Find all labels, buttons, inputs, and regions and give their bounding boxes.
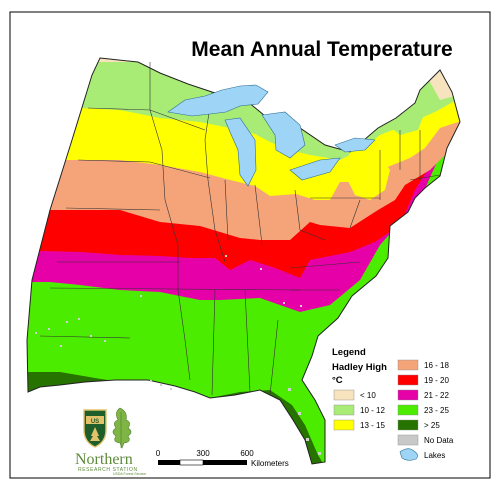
- legend-swatch-no-data: [397, 434, 419, 446]
- legend-swatch-13-15: [333, 419, 355, 431]
- scale-tick-0: 0: [156, 449, 161, 458]
- scale-tick-600: 600: [240, 449, 254, 458]
- legend-label-10-12: 10 - 12: [360, 406, 385, 415]
- legend-swatch-21-22: [397, 389, 419, 401]
- great-lakes: [167, 84, 376, 187]
- org-name: Northern: [75, 451, 133, 468]
- map-frame: [9, 11, 491, 479]
- legend-swatch-16-18: [397, 359, 419, 371]
- legend-unit: °C: [332, 375, 343, 386]
- northern-research-station-logo: US Northern RESEARCH STATION USDA Forest…: [75, 407, 146, 476]
- legend-label-13-15: 13 - 15: [360, 421, 385, 430]
- scale-seg-3: [203, 460, 247, 465]
- oak-leaf-icon: [112, 407, 132, 449]
- legend-label-21-22: 21 - 22: [424, 391, 449, 400]
- legend-swatch-below-10: [333, 389, 355, 401]
- legend-model: Hadley High: [332, 362, 387, 373]
- band-13-15-east: [345, 150, 390, 200]
- map-title: Mean Annual Temperature: [191, 38, 452, 61]
- legend-swatch-23-25: [397, 404, 419, 416]
- org-subtitle-2: USDA Forest Service: [113, 472, 146, 476]
- scale-seg-2: [179, 459, 204, 466]
- legend-label-lakes: Lakes: [424, 451, 445, 460]
- no-data-pixels: [35, 255, 321, 455]
- lake-michigan: [224, 117, 257, 187]
- lake-huron: [261, 111, 306, 159]
- lake-ontario: [334, 137, 376, 153]
- legend-label-above-25: > 25: [424, 421, 440, 430]
- legend-swatch-10-12: [333, 404, 355, 416]
- org-subtitle: RESEARCH STATION: [78, 467, 138, 473]
- legend-label-below-10: < 10: [360, 391, 376, 400]
- legend-label-19-20: 19 - 20: [424, 376, 449, 385]
- legend-heading: Legend: [332, 347, 366, 358]
- legend-label-23-25: 23 - 25: [424, 406, 449, 415]
- scale-bar: 0 300 600 Kilometers: [156, 449, 289, 468]
- forest-service-shield-icon: US: [83, 409, 107, 448]
- scale-tick-300: 300: [196, 449, 210, 458]
- lake-erie: [289, 157, 341, 181]
- legend-label-16-18: 16 - 18: [424, 361, 449, 370]
- legend-swatch-19-20: [397, 374, 419, 386]
- lake-superior: [167, 84, 269, 117]
- legend: Legend Hadley High °C < 10 10 - 12 13 - …: [332, 347, 454, 461]
- svg-text:US: US: [91, 419, 99, 425]
- state-boundaries: [26, 57, 461, 465]
- band-19-20-west: [60, 210, 160, 240]
- lake-symbol-icon: [399, 448, 418, 461]
- scale-seg-1: [158, 460, 180, 465]
- legend-swatch-above-25: [397, 419, 419, 431]
- legend-label-no-data: No Data: [424, 436, 454, 445]
- scale-unit: Kilometers: [251, 459, 289, 468]
